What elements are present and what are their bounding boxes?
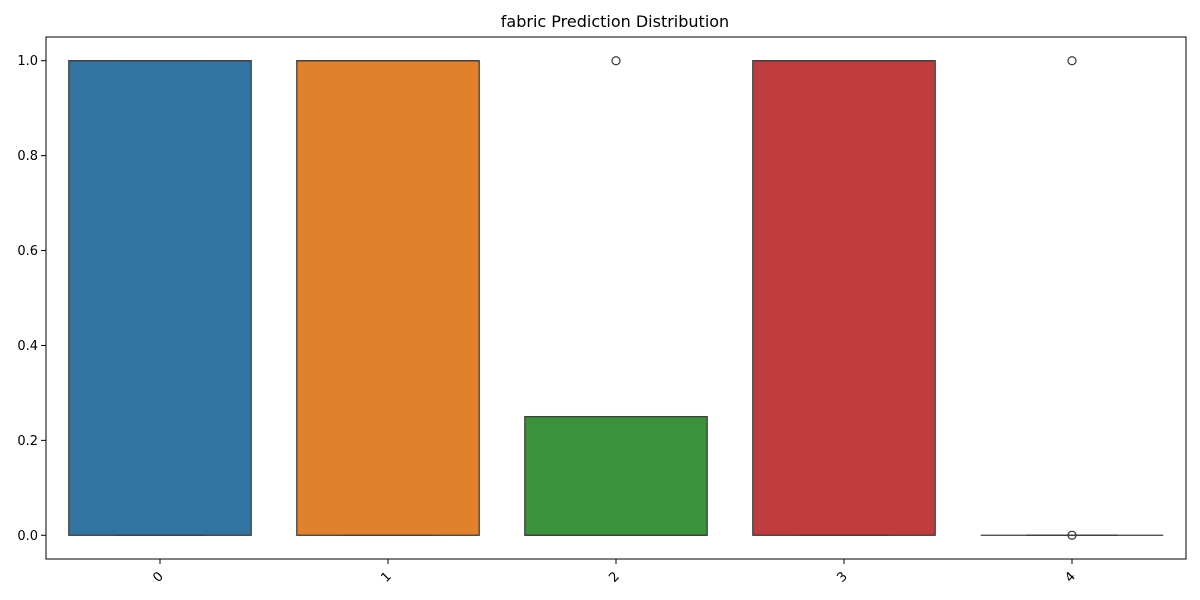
box-2 (524, 415, 708, 536)
y-tick-label: 0.8 (17, 149, 38, 164)
plot-area: 0.0 0.2 0.4 0.6 0.8 1.0 0 1 2 3 4 (17, 36, 1187, 586)
x-tick-label: 2 (606, 569, 622, 585)
y-tick-label: 0.4 (17, 339, 38, 354)
x-tick-label: 0 (150, 569, 166, 585)
outlier-point-4-1 (1067, 530, 1077, 540)
box-0 (68, 60, 252, 536)
y-tick-label: 0.0 (17, 529, 38, 544)
box-3 (752, 60, 936, 536)
x-tick-label: 1 (378, 569, 394, 585)
chart-title: fabric Prediction Distribution (501, 12, 729, 31)
y-tick-label: 0.2 (17, 434, 38, 449)
y-tick-label: 0.6 (17, 244, 38, 259)
x-tick-label: 4 (1062, 569, 1078, 585)
outlier-point-4-0 (1067, 56, 1077, 66)
x-tick-label: 3 (834, 569, 850, 585)
box-1 (296, 60, 480, 536)
outlier-point-2-0 (611, 56, 621, 66)
y-tick-label: 1.0 (17, 54, 38, 69)
